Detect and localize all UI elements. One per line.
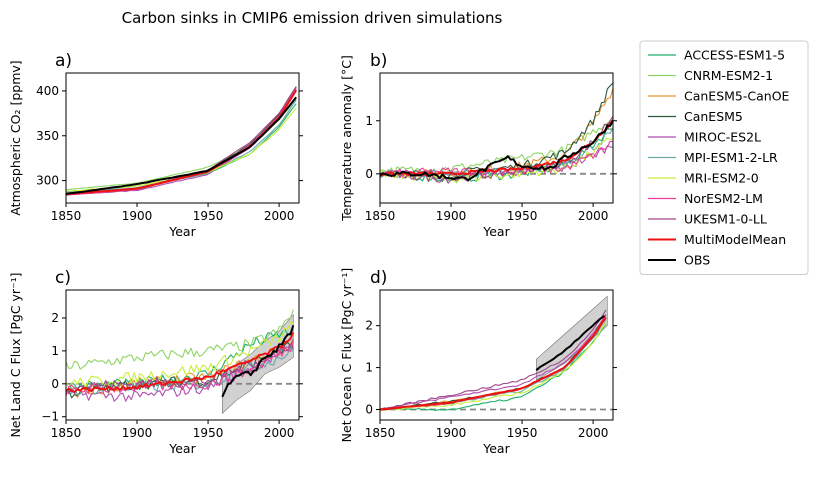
x-axis-label: Year [482,441,510,456]
series-line-miroc-es2l [380,314,607,411]
panel-2: 1850 1900 1950 2000 0 1 Year Temperature anomal… [339,51,617,239]
series-line-canesm5-canoe [380,88,613,179]
legend-label-mri-esm2-0: MRI-ESM2-0 [684,171,759,186]
series-line-ukesm1-0-ll [380,115,613,184]
panel-label: d) [370,268,387,288]
series-line-obs [66,96,297,195]
x-tick-label: 2000 [578,426,609,440]
panel-1: 1850 1900 1950 2000 300 350 400 Year Atmospheric… [8,51,303,239]
axes-frame [379,289,614,421]
legend-label-mpi-esm1-2-lr: MPI-ESM1-2-LR [684,150,778,165]
series-line-mpi-esm1-2-lr [380,127,613,179]
series-line-obs [380,119,613,182]
panel-label: b) [370,51,387,71]
x-tick-label: 1850 [51,209,82,223]
x-axis-label: Year [168,224,196,239]
series-line-miroc-es2l [66,344,294,402]
panel-label: c) [55,268,71,288]
y-tick-label: 1 [51,344,59,358]
x-tick-label: 1950 [193,426,224,440]
y-tick-label: 300 [36,174,59,188]
series-line-obs [535,314,606,371]
legend-label-access-esm1-5: ACCESS-ESM1-5 [684,48,785,63]
x-tick-label: 2000 [264,209,295,223]
series-line-multimodelmean [66,89,298,196]
panel-3: 1850 1900 1950 2000 −1 0 1 2 Year Net Land C Flux… [8,268,303,456]
y-axis-label: Temperature anomaly [°C] [339,55,354,222]
series-line-ukesm1-0-ll [380,309,607,410]
x-tick-label: 2000 [264,426,295,440]
y-axis-label: Net Land C Flux [PgC yr⁻¹] [8,272,23,437]
y-tick-label: 2 [365,319,373,333]
y-axis-label: Net Ocean C Flux [PgC yr⁻¹] [339,268,354,443]
plot-area [66,309,299,415]
series-line-access-esm1-5 [66,103,297,196]
x-tick-label: 1950 [507,209,538,223]
series-line-mri-esm2-0 [380,137,613,184]
legend-label-noresm2-lm: NorESM2-LM [684,191,763,206]
y-axis-label: Atmospheric CO₂ [ppmv] [8,60,23,215]
series-line-ukesm1-0-ll [66,338,294,393]
axes-frame [65,289,300,421]
series-line-cnrm-esm2-1 [380,118,613,176]
figure-title: Carbon sinks in CMIP6 emission driven si… [122,9,503,27]
x-tick-label: 1850 [365,209,396,223]
y-tick-label: 0 [51,377,59,391]
legend-label-obs: OBS [684,253,710,268]
axes-frame [379,72,614,204]
x-axis-label: Year [168,441,196,456]
x-tick-label: 1950 [507,426,538,440]
panel-4: 1850 1900 1950 2000 0 1 2 Year Net Ocean C Flux … [339,268,617,456]
series-line-multimodelmean [380,119,613,177]
series-line-cnrm-esm2-1 [66,309,294,370]
legend-label-canesm5: CanESM5 [684,109,743,124]
plot-area [380,295,613,412]
y-tick-label: 0 [365,403,373,417]
plot-area [380,82,613,184]
x-tick-label: 2000 [578,209,609,223]
y-tick-label: 2 [51,311,59,325]
y-tick-label: 1 [365,361,373,375]
legend-frame [639,40,809,275]
x-tick-label: 1900 [436,209,467,223]
series-line-obs [221,324,295,398]
y-tick-label: 350 [36,129,59,143]
series-line-multimodelmean [380,316,607,411]
x-tick-label: 1900 [122,426,153,440]
x-tick-label: 1850 [51,426,82,440]
plot-area [66,86,298,196]
legend: ACCESS-ESM1-5 CNRM-ESM2-1 CanESM5-CanOE Can… [639,40,809,275]
x-tick-label: 1900 [436,426,467,440]
legend-label-multimodelmean: MultiModelMean [684,232,786,247]
series-line-multimodelmean [66,332,295,393]
x-axis-label: Year [482,224,510,239]
y-tick-label: 400 [36,84,59,98]
legend-label-cnrm-esm2-1: CNRM-ESM2-1 [684,68,773,83]
x-tick-label: 1900 [122,209,153,223]
legend-label-ukesm1-0-ll: UKESM1-0-LL [684,212,767,227]
series-line-canesm5 [380,82,613,179]
panel-label: a) [55,51,72,71]
x-tick-label: 1850 [365,426,396,440]
y-tick-label: 1 [365,114,373,128]
x-tick-label: 1950 [193,209,224,223]
y-tick-label: 0 [365,167,373,181]
y-tick-label: −1 [41,410,59,424]
legend-label-miroc-es2l: MIROC-ES2L [684,130,761,145]
legend-label-canesm5-canoe: CanESM5-CanOE [684,89,790,104]
axes-frame [65,72,300,204]
